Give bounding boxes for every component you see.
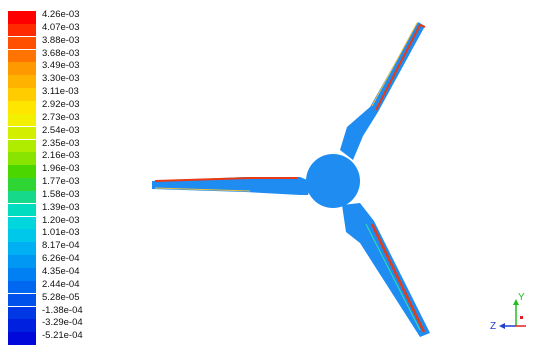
colormap-swatch [8,165,36,178]
colormap-swatch [8,306,36,320]
z-axis-label: Z [490,321,496,332]
colormap-tick-label: 2.54e-03 [42,124,80,136]
blade-left-hot-edge [154,177,298,182]
blade-lower-right-surface [342,203,430,337]
blade-lower-right-hot-edge [370,223,426,333]
colormap-swatch [8,100,36,114]
colormap-tick-label: 1.77e-03 [42,176,80,188]
colormap-swatch [8,319,36,332]
colormap-swatch [8,280,36,294]
colormap-tick-label: 3.11e-03 [42,86,79,98]
colormap-swatch [8,268,36,281]
blade-upper-right-surface [340,22,425,160]
colormap-tick-label: 5.28e-05 [42,291,80,303]
colormap-tick-label: -1.38e-04 [42,304,83,316]
colormap-swatch [8,216,36,230]
colormap-tick-label: 2.73e-03 [42,111,80,123]
colormap-tick-label: 2.35e-03 [42,137,80,149]
colormap-swatch [8,152,36,165]
colormap-tick-label: 1.20e-03 [42,214,80,226]
colormap-swatch [8,11,36,24]
z-axis-arrow [499,323,505,329]
colormap-swatch [8,332,36,345]
colormap-tick-label: 2.92e-03 [42,98,80,110]
colormap-swatch [8,229,36,243]
colormap-tick-label: 1.01e-03 [42,227,80,239]
colormap-swatch [8,62,36,75]
colormap-swatch [8,36,36,50]
colormap-tick-label: 2.44e-04 [42,278,80,290]
colormap-tick-label: 4.07e-03 [42,21,80,33]
blade-lower-right-mid-edge [365,223,421,331]
colormap-swatch [8,49,36,63]
colormap-swatch [8,113,36,127]
colormap-swatch [8,242,36,255]
axis-triad: Y Z [490,292,526,332]
colormap-tick-label: 3.49e-03 [42,60,80,72]
y-axis-arrow [513,299,519,305]
colormap-swatch [8,88,36,101]
colormap-swatch [8,255,36,268]
colormap-tick-label: 2.16e-03 [42,150,80,162]
colormap-tick-label: 6.26e-04 [42,253,80,265]
blade-upper-right-warm-edge [371,22,418,107]
blade-left [152,177,312,195]
colormap-tick-label: 4.26e-03 [42,9,80,20]
blade-upper-right [340,22,426,160]
colormap-tick-label: 3.88e-03 [42,34,80,46]
blade-lower-right [342,203,430,337]
colormap-tick-label: -5.21e-04 [42,330,83,342]
colormap-tick-label: 1.39e-03 [42,201,80,213]
colormap-swatch [8,75,36,88]
colormap-swatch [8,178,36,191]
colormap-swatch [8,190,36,204]
colormap-tick-label: 4.35e-04 [42,266,80,277]
colormap-swatch [8,126,36,140]
y-axis-label: Y [518,292,525,303]
colormap-tick-label: 8.17e-04 [42,240,80,252]
blade-upper-right-hot-edge [375,23,426,111]
hub [306,154,360,208]
colormap-swatch [8,203,36,217]
x-axis-marker [520,316,523,319]
colormap-tick-label: -3.29e-04 [42,317,83,329]
colormap-tick-label: 1.58e-03 [42,188,80,200]
blade-left-surface [152,177,312,195]
colormap-tick-label: 3.68e-03 [42,47,80,59]
blade-left-warm-edge [154,187,251,192]
colormap-swatch [8,23,36,37]
colormap-tick-label: 1.96e-03 [42,163,80,175]
colormap-swatch [8,293,36,307]
colormap-tick-label: 3.30e-03 [42,73,80,85]
colormap-legend: 4.26e-03 4.07e-03 3.88e-03 3.68e-03 3.49e-03… [8,9,118,345]
colormap-swatch [8,139,36,153]
